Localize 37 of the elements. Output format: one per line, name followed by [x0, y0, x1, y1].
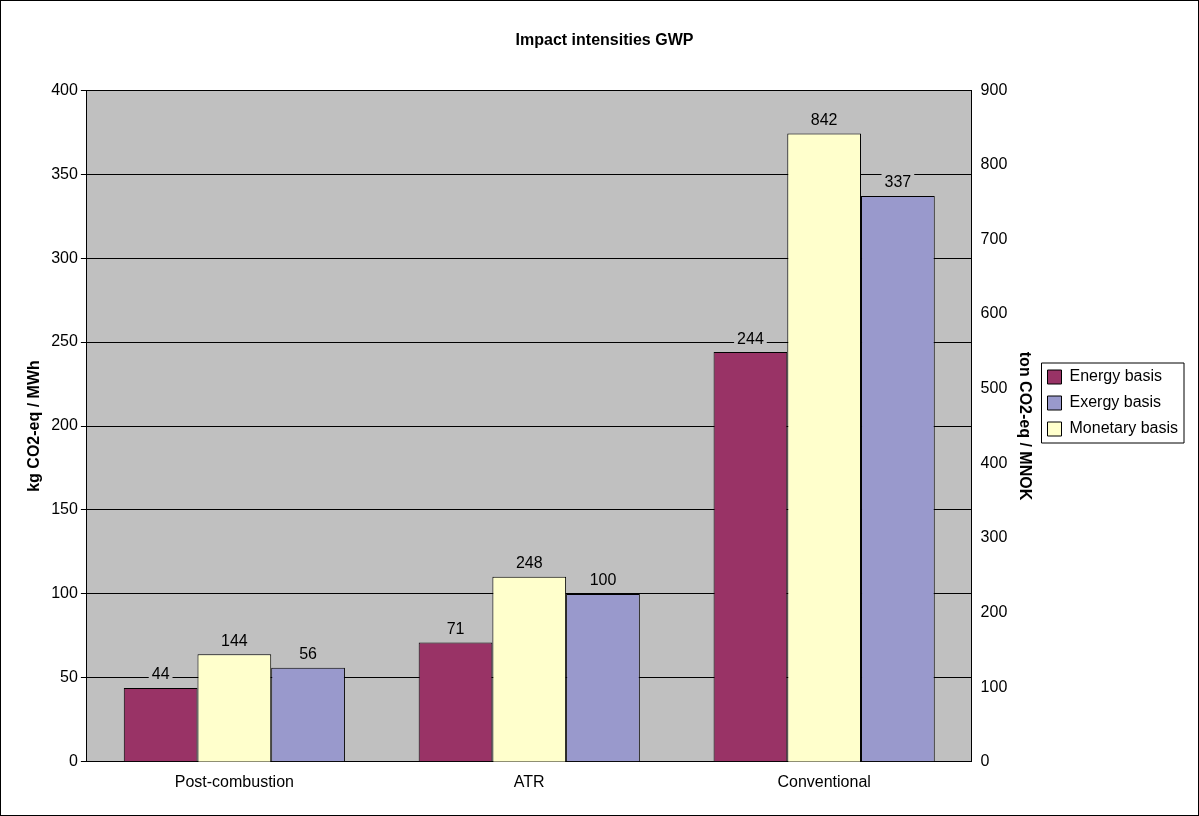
data-label: 842 [810, 110, 838, 128]
y-tick-label: 0 [68, 752, 78, 770]
y2-tick-label: 300 [980, 528, 1008, 546]
y2-tick-label: 800 [980, 155, 1008, 173]
data-label: 71 [446, 620, 465, 637]
y2-tick-label: 400 [980, 453, 1008, 471]
y2-tick-label: 200 [980, 602, 1008, 620]
data-label: 44 [151, 665, 170, 683]
y2-tick-label: 900 [980, 80, 1008, 98]
x-tick-label: ATR [513, 772, 545, 790]
legend-label: Energy basis [1069, 367, 1163, 385]
y-tick-label: 250 [51, 332, 78, 350]
y-tick-label: 300 [51, 248, 78, 266]
y2-tick-label: 700 [980, 229, 1008, 247]
data-label: 248 [515, 554, 543, 572]
y-tick-label: 100 [51, 584, 78, 602]
y2-axis-title: ton CO2-eq / MNOK [1016, 351, 1034, 501]
legend-label: Exergy basis [1069, 393, 1162, 411]
y2-tick-label: 100 [980, 677, 1008, 695]
y-tick-label: 400 [51, 80, 78, 98]
data-label: 56 [299, 645, 318, 663]
y-tick-label: 350 [51, 164, 78, 182]
y-tick-label: 50 [60, 668, 78, 686]
y-axis-title: kg CO2-eq / MWh [25, 360, 43, 492]
y2-tick-label: 600 [980, 304, 1008, 322]
data-label: 100 [589, 571, 617, 589]
legend-label: Monetary basis [1069, 419, 1179, 437]
x-tick-label: Post-combustion [174, 772, 294, 790]
data-label: 244 [737, 329, 764, 347]
data-label: 144 [221, 631, 248, 649]
x-tick-label: Conventional [777, 772, 871, 790]
y2-tick-label: 500 [980, 379, 1008, 397]
data-label: 337 [884, 173, 912, 191]
y2-tick-label: 0 [980, 752, 990, 770]
y-tick-label: 200 [51, 416, 78, 434]
y-tick-label: 150 [51, 500, 78, 518]
chart-title: Impact intensities GWP [515, 31, 694, 49]
